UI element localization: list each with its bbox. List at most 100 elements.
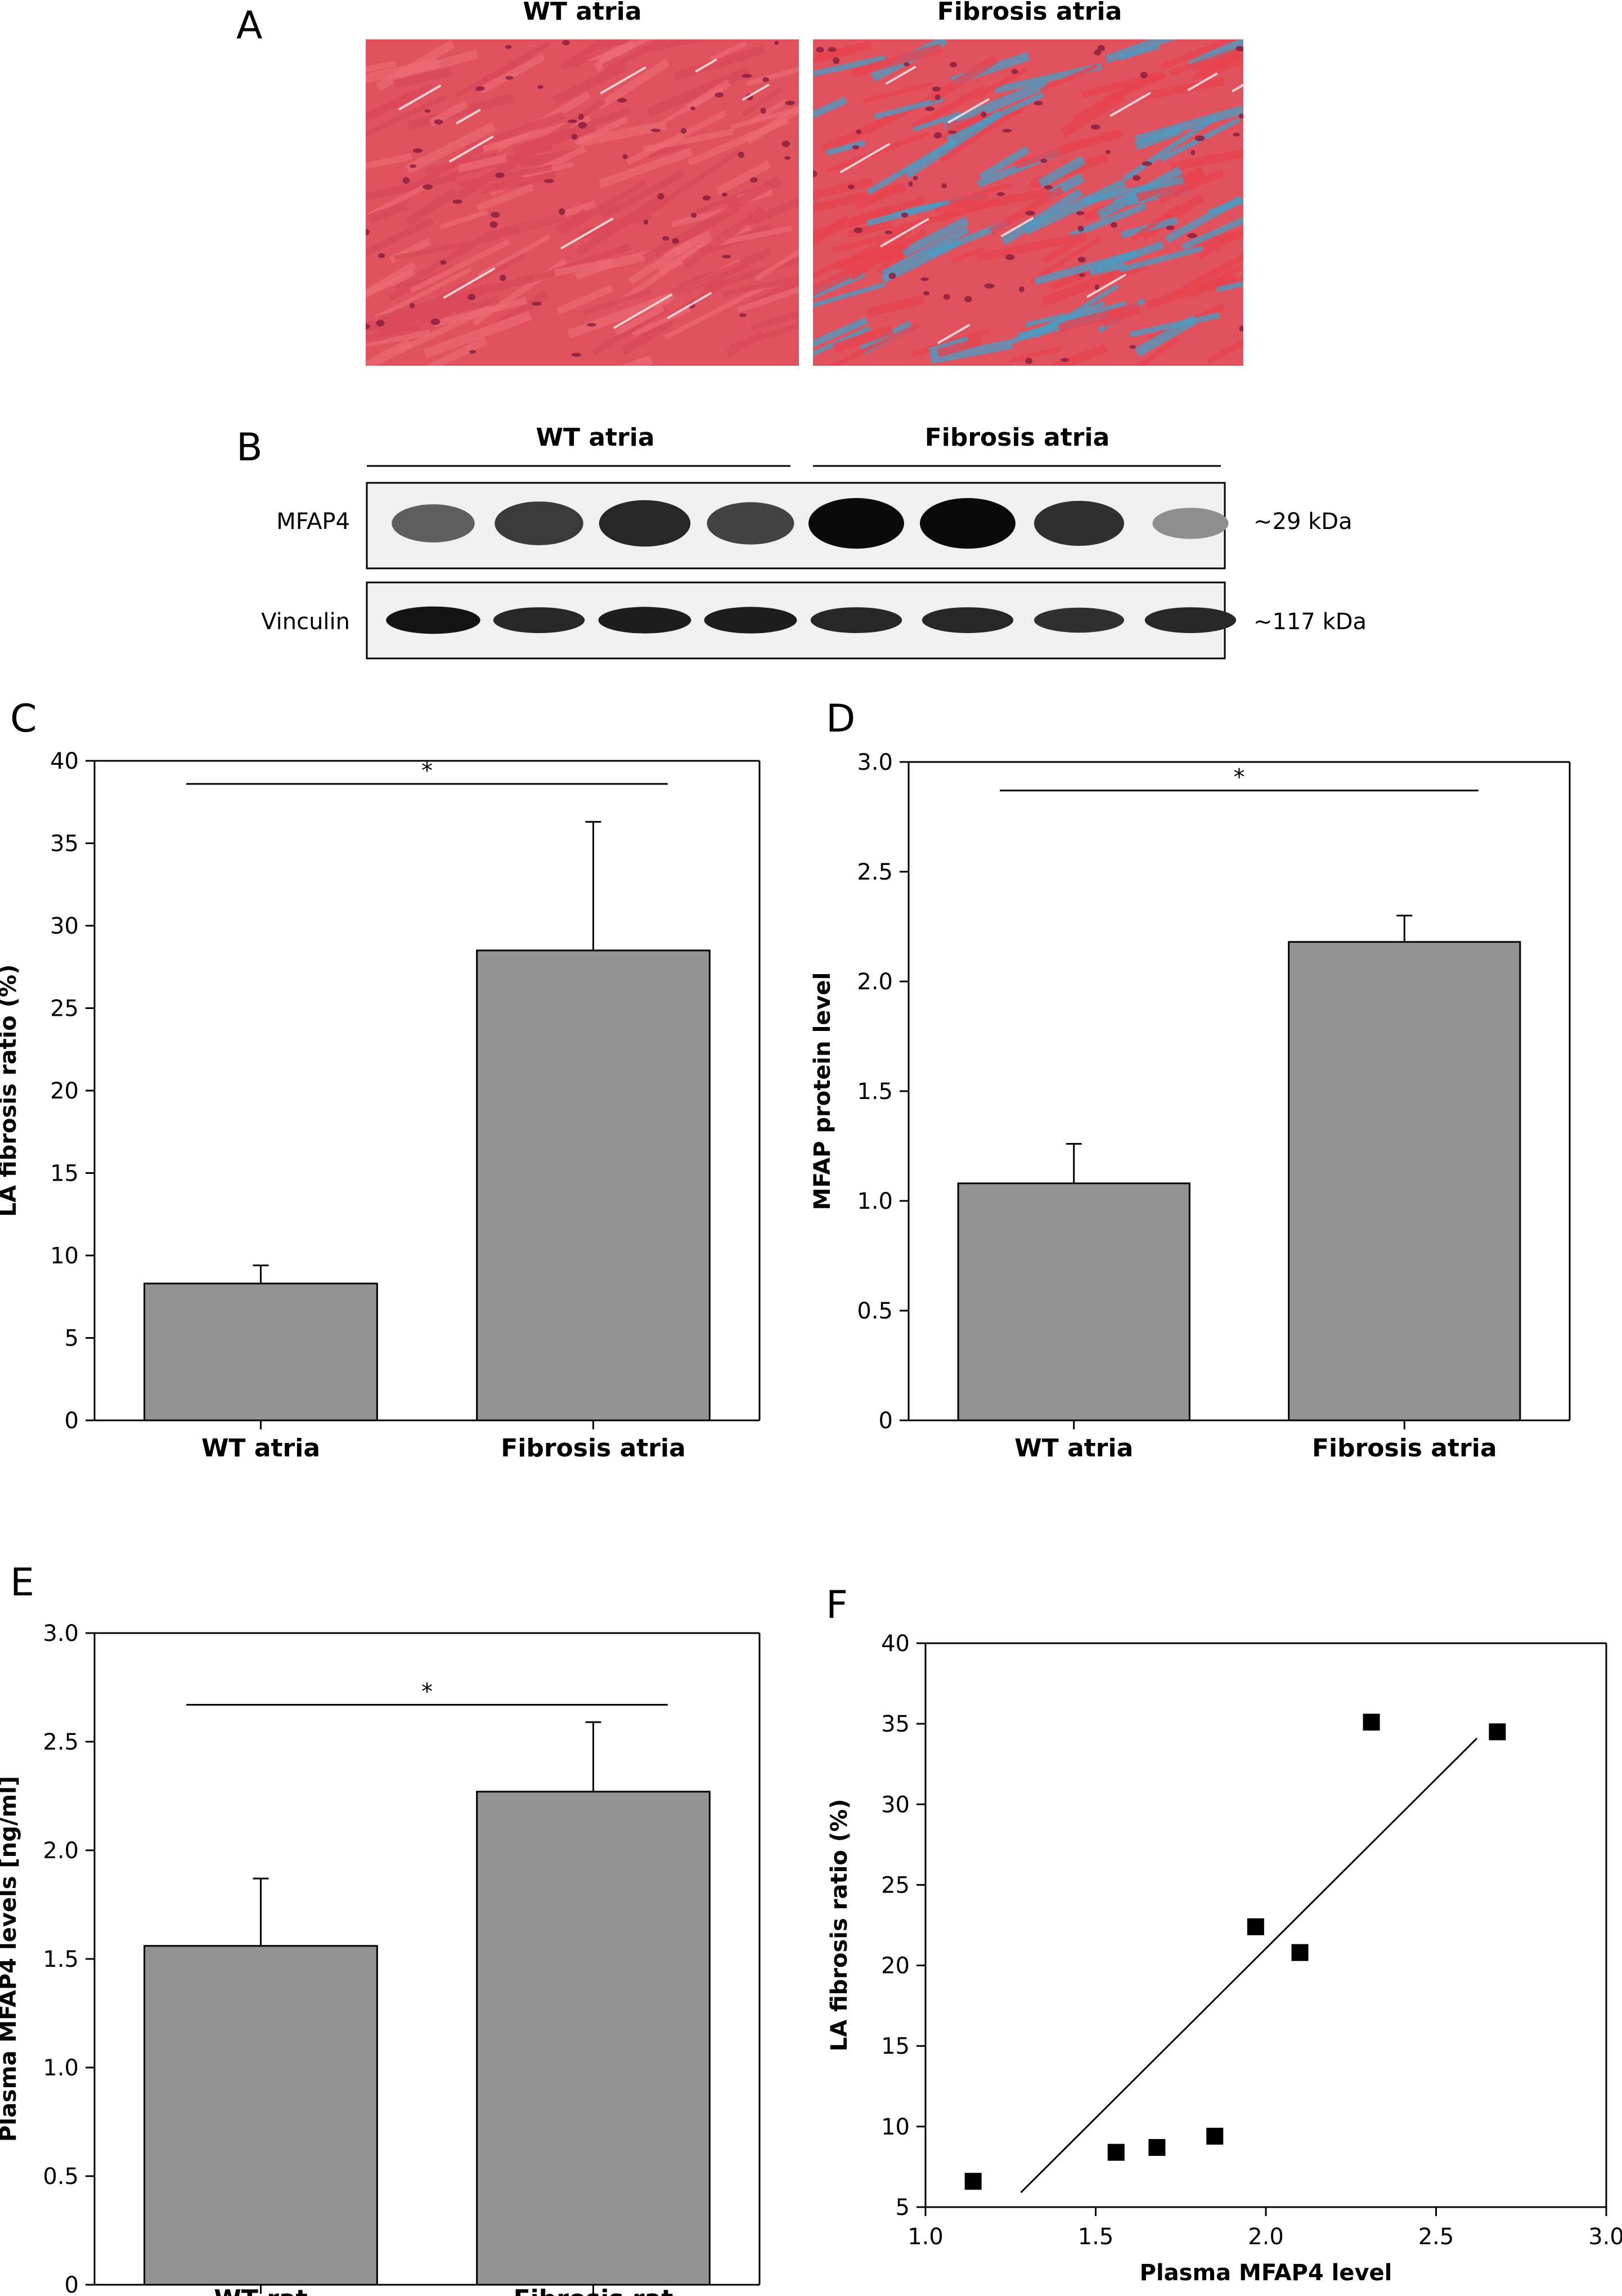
myocyte-fiber <box>862 81 933 104</box>
blot-band <box>922 607 1014 633</box>
myocyte-fiber <box>1030 236 1102 285</box>
tissue-gap <box>560 217 614 250</box>
tissue-gap <box>1000 217 1034 237</box>
nucleus <box>1040 158 1048 163</box>
myocyte-fiber <box>741 86 784 117</box>
nucleus <box>662 236 670 241</box>
myocyte-fiber <box>529 97 606 153</box>
nucleus <box>1129 345 1136 349</box>
myocyte-fiber <box>831 227 912 254</box>
myocyte-fiber <box>934 192 989 214</box>
vinculin-size-label: ~117 kDa <box>1253 609 1367 635</box>
nucleus <box>423 184 433 190</box>
y-tick-label: 3.0 <box>43 1621 79 1647</box>
nucleus <box>784 156 791 160</box>
myocyte-fiber <box>1199 48 1243 79</box>
myocyte-fiber <box>479 53 546 94</box>
nucleus <box>440 260 447 265</box>
y-axis-label: MFAP protein level <box>810 972 835 1210</box>
myocyte-fiber <box>375 39 456 92</box>
myocyte-fiber <box>709 41 747 62</box>
nucleus <box>1233 132 1241 137</box>
y-tick-label: 15 <box>881 2034 910 2060</box>
nucleus <box>742 74 752 78</box>
panel-f-letter: F <box>826 1583 848 1627</box>
nucleus <box>430 319 441 325</box>
myocyte-fiber <box>550 107 631 141</box>
nucleus <box>828 47 837 52</box>
myocyte-fiber <box>687 116 789 167</box>
tissue-gap <box>1086 273 1127 298</box>
tissue-gap <box>937 324 970 344</box>
myocyte-fiber <box>470 52 533 93</box>
nucleus <box>650 128 661 132</box>
myocyte-fiber <box>416 137 505 185</box>
nucleus <box>1079 273 1085 277</box>
myocyte-fiber <box>1039 64 1099 93</box>
bar <box>143 1282 378 1421</box>
nucleus <box>672 237 679 244</box>
y-tick-label: 1.0 <box>857 1189 893 1214</box>
nucleus <box>1005 254 1015 261</box>
nucleus <box>1044 185 1053 190</box>
chart-f-scatter-correlation: 5 10 15 20 25 30 35 40 1.0 1.5 2.0 2.5 3.0 Plasma MFA… <box>826 1631 1622 2286</box>
nucleus <box>537 85 543 89</box>
nucleus <box>1187 233 1197 239</box>
nucleus <box>984 283 995 289</box>
collagen-fiber <box>813 317 868 366</box>
myocyte-fiber <box>937 337 983 357</box>
collagen-fiber <box>930 339 1013 364</box>
mfap4-bands <box>392 498 1229 549</box>
collagen-fiber <box>1105 39 1204 64</box>
myocyte-fiber <box>818 322 921 366</box>
nucleus <box>739 313 747 317</box>
blot-band <box>493 607 585 633</box>
nucleus <box>1194 135 1205 142</box>
nucleus <box>366 323 370 330</box>
nucleus <box>571 352 582 357</box>
myocyte-fiber <box>405 188 458 227</box>
tissue-gap <box>885 65 916 85</box>
collagen-fiber <box>813 282 886 315</box>
myocyte-fiber <box>737 285 799 313</box>
myocyte-fiber <box>459 165 552 187</box>
y-tick-label: 2.5 <box>43 1729 79 1755</box>
myocyte-fiber <box>366 83 434 125</box>
myocyte-fiber <box>1060 92 1126 138</box>
myocyte-fiber <box>826 131 931 173</box>
panel-b-letter: B <box>236 425 263 470</box>
myocyte-fiber <box>560 39 627 71</box>
blot-band <box>392 504 475 542</box>
myocyte-fiber <box>648 141 689 159</box>
x-tick-label: 3.0 <box>1588 2224 1622 2250</box>
myocyte-fiber <box>855 185 903 210</box>
data-point <box>1489 1723 1506 1741</box>
myocyte-fiber <box>366 60 397 78</box>
myocyte-fiber <box>834 240 910 270</box>
tissue-gap <box>443 267 496 299</box>
nucleus <box>1090 124 1100 130</box>
nucleus <box>760 107 766 114</box>
panel-a-fibrosis-title: Fibrosis atria <box>937 0 1122 26</box>
myocyte-fiber <box>1143 77 1225 100</box>
y-axis-label: LA fibrosis ratio (%) <box>0 965 21 1217</box>
myocyte-fiber <box>1109 337 1180 366</box>
myocyte-fiber <box>642 39 705 54</box>
y-tick-label: 20 <box>50 1078 79 1104</box>
nucleus <box>947 130 957 134</box>
nucleus <box>833 57 840 64</box>
collagen-fiber <box>1135 105 1243 145</box>
x-category-label: WT rat <box>214 2285 307 2296</box>
panel-e-letter: E <box>10 1560 34 1605</box>
x-tick-label: 2.0 <box>1248 2224 1284 2250</box>
nucleus <box>943 294 950 300</box>
collagen-fiber <box>813 96 848 127</box>
myocyte-fiber <box>928 55 999 104</box>
nucleus <box>1019 286 1025 293</box>
myocyte-fiber <box>815 41 872 62</box>
collagen-fiber <box>1089 262 1126 276</box>
y-tick-label: 0.5 <box>43 2164 79 2190</box>
data-point <box>1107 2143 1125 2161</box>
panel-c-letter: C <box>10 697 37 741</box>
nucleus <box>1140 71 1148 79</box>
